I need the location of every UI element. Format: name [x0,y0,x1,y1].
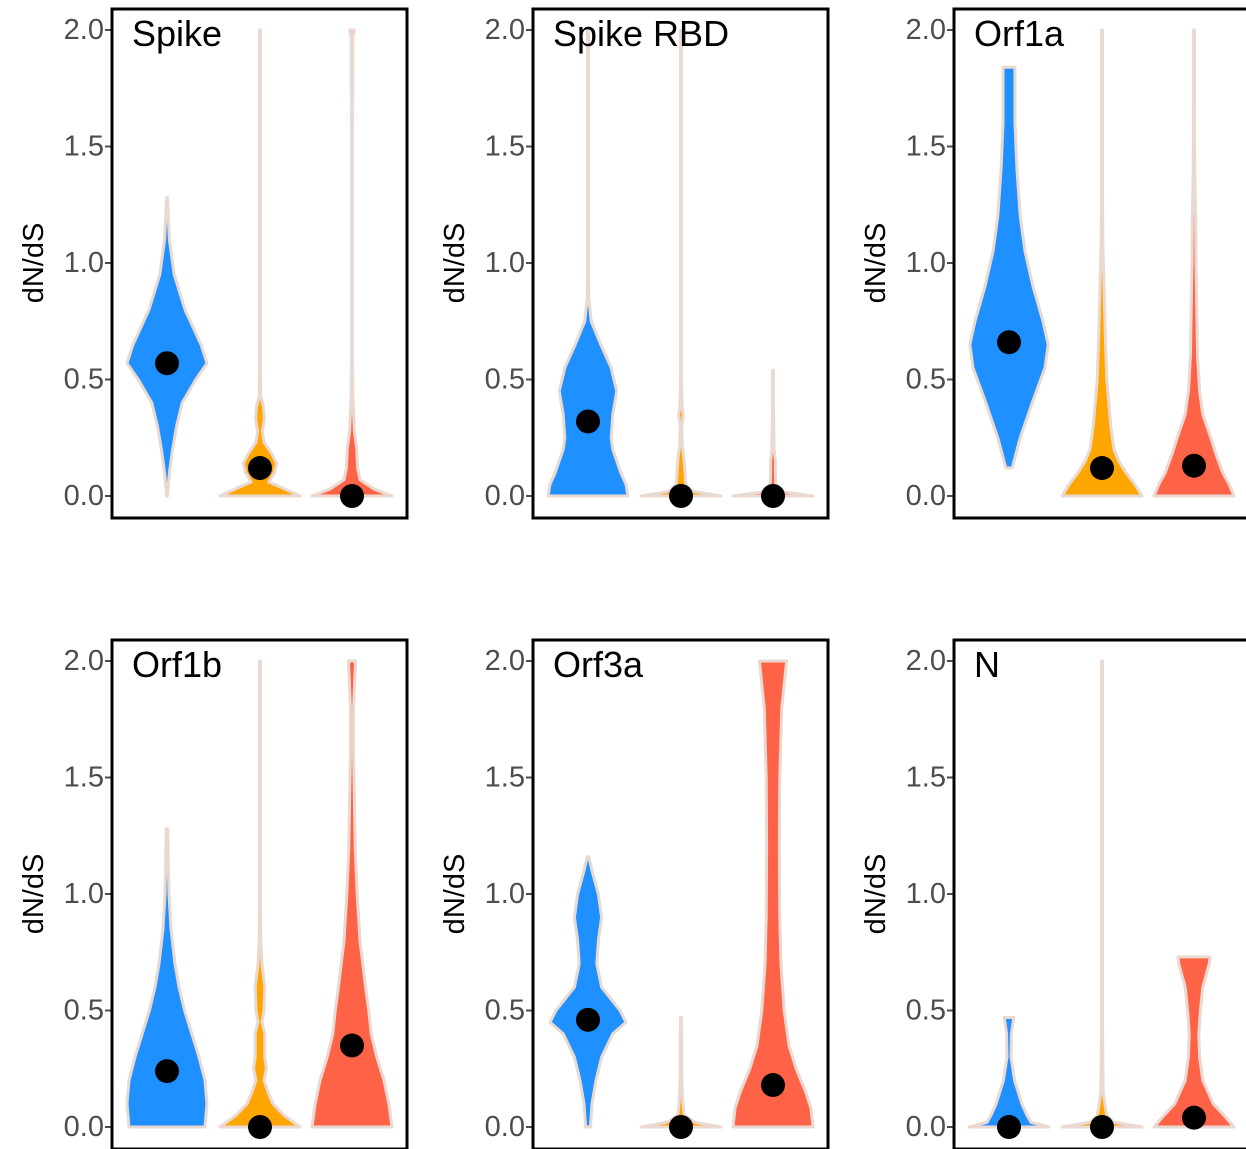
median-dot [1182,1105,1206,1130]
y-tick-label: 0.0 [906,480,946,512]
violin-shape [548,855,628,1129]
y-tick-label: 2.0 [485,645,525,677]
y-axis-label: dN/dS [860,854,892,935]
panel-frame [952,7,1246,520]
y-tick-label: 1.5 [485,131,525,163]
violin-panel: dN/dS 0.0 0.5 1.0 1.5 2.0 Orf1b [18,638,409,1149]
panel-frame [531,638,830,1149]
median-dot [669,1115,693,1139]
y-tick-label: 2.0 [64,14,104,46]
median-dot [997,330,1021,355]
median-dot [576,1007,600,1032]
violin-shape [639,28,723,498]
y-tick-label: 0.0 [485,480,525,512]
y-tick-label: 0.0 [906,1111,946,1143]
median-dot [1182,453,1206,478]
y-tick-label: 1.0 [485,878,525,910]
y-axis-label: dN/dS [18,854,50,935]
violin-shape [310,659,394,1129]
median-dot [155,1059,179,1084]
violin-panel: dN/dS 0.0 0.5 1.0 1.5 2.0 N [860,638,1246,1149]
violin-panel: dN/dS 0.0 0.5 1.0 1.5 2.0 Spike [18,7,409,520]
y-tick-label: 2.0 [906,14,946,46]
panel-frame [110,7,409,520]
median-dot [340,484,364,508]
y-tick-label: 1.5 [64,131,104,163]
y-tick-label: 0.0 [485,1111,525,1143]
median-dot [248,456,272,481]
y-tick-label: 2.0 [906,645,946,677]
y-axis-label: dN/dS [439,223,471,304]
y-tick-label: 0.5 [906,364,946,396]
violin-shape [218,659,302,1129]
median-dot [669,484,693,508]
violin-panel: dN/dS 0.0 0.5 1.0 1.5 2.0 Orf1a [860,7,1246,520]
panel-title: Spike [132,13,222,54]
y-tick-label: 0.5 [906,995,946,1027]
panel-frame [110,638,409,1149]
violin-shape [967,1016,1051,1129]
panel-frame [952,638,1246,1149]
violin-shape [968,65,1050,470]
median-dot [340,1033,364,1058]
y-tick-label: 1.0 [64,247,104,279]
panel-title: Spike RBD [553,13,729,54]
median-dot [1090,1115,1114,1139]
y-tick-label: 2.0 [485,14,525,46]
violin-shape [1060,28,1144,498]
y-tick-label: 0.5 [485,995,525,1027]
y-tick-label: 1.0 [485,247,525,279]
y-axis-label: dN/dS [18,223,50,304]
panel-title: N [974,644,1000,685]
y-axis-label: dN/dS [860,223,892,304]
y-tick-label: 1.5 [485,762,525,794]
y-tick-label: 1.0 [906,247,946,279]
violin-shape [546,28,630,498]
violin-panel: dN/dS 0.0 0.5 1.0 1.5 2.0 Spike RBD [439,7,830,520]
violin-shape [1060,659,1144,1129]
y-tick-label: 1.5 [906,762,946,794]
violin-shape [125,827,209,1129]
y-tick-label: 1.0 [906,878,946,910]
violin-shape [125,196,209,498]
median-dot [997,1115,1021,1139]
panel-title: Orf1a [974,13,1065,54]
median-dot [1090,456,1114,481]
y-tick-label: 1.5 [906,131,946,163]
y-tick-label: 1.5 [64,762,104,794]
median-dot [576,409,600,434]
y-tick-label: 0.0 [64,480,104,512]
y-tick-label: 0.0 [64,1111,104,1143]
y-axis-label: dN/dS [439,854,471,935]
violin-shape [639,1016,723,1129]
violin-shape [310,28,394,498]
violin-shape [731,659,815,1129]
y-tick-label: 2.0 [64,645,104,677]
median-dot [248,1115,272,1139]
y-tick-label: 1.0 [64,878,104,910]
violin-shape [1152,955,1236,1129]
panel-title: Orf3a [553,644,644,685]
median-dot [761,484,785,508]
panel-frame [531,7,830,520]
violin-panel: dN/dS 0.0 0.5 1.0 1.5 2.0 Orf3a [439,638,830,1149]
y-tick-label: 0.5 [64,995,104,1027]
violin-shape [1152,28,1236,498]
y-tick-label: 0.5 [485,364,525,396]
median-dot [761,1073,785,1098]
y-tick-label: 0.5 [64,364,104,396]
median-dot [155,351,179,376]
violin-shape [731,368,815,498]
violin-shape [218,28,302,498]
panel-title: Orf1b [132,644,222,685]
